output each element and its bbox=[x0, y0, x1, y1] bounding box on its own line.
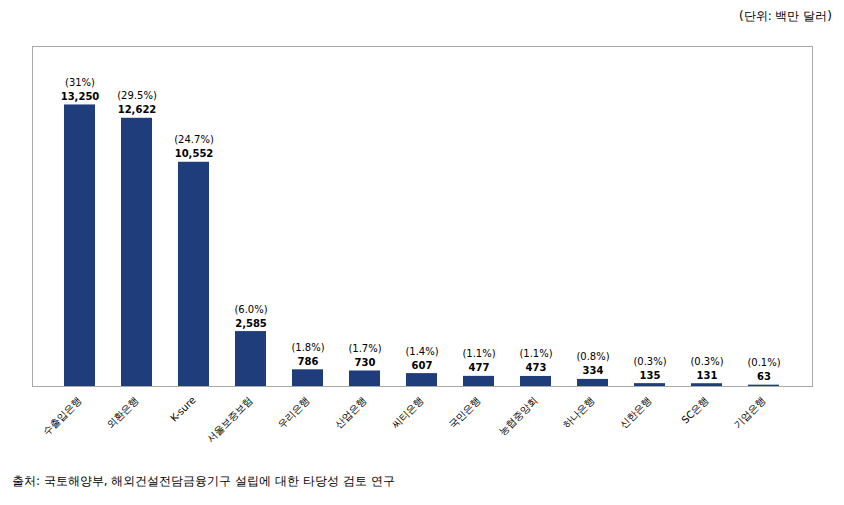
svg-text:SC은행: SC은행 bbox=[679, 394, 710, 425]
svg-text:(1.1%): (1.1%) bbox=[462, 348, 495, 359]
html-text:출처: 국토해양부, 해외건설전담금융기구 설립에 대한 타: 출처: 국토해양부, 해외건설전담금융기구 설립에 대한 타당성 검토 연구 bbox=[12, 474, 395, 488]
svg-text:우리은행: 우리은행 bbox=[276, 394, 312, 430]
svg-text:(1.7%): (1.7%) bbox=[348, 343, 381, 354]
svg-text:473: 473 bbox=[526, 362, 547, 373]
svg-text:(31%): (31%) bbox=[65, 77, 95, 88]
svg-text:(1.8%): (1.8%) bbox=[291, 342, 324, 353]
svg-text:(1.1%): (1.1%) bbox=[519, 348, 552, 359]
svg-text:외환은행: 외환은행 bbox=[105, 394, 141, 430]
svg-text:607: 607 bbox=[412, 360, 433, 371]
svg-text:477: 477 bbox=[469, 362, 490, 373]
svg-text:(0.3%): (0.3%) bbox=[633, 356, 666, 367]
svg-text:131: 131 bbox=[697, 370, 718, 381]
svg-text:신한은행: 신한은행 bbox=[618, 394, 654, 430]
svg-text:786: 786 bbox=[298, 356, 319, 367]
svg-text:농협중앙회: 농협중앙회 bbox=[497, 394, 540, 437]
svg-text:10,552: 10,552 bbox=[175, 148, 214, 159]
html-text:(단위: 백만 달러): (단위: 백만 달러) bbox=[739, 9, 832, 23]
svg-text:(0.8%): (0.8%) bbox=[576, 351, 609, 362]
svg-text:기업은행: 기업은행 bbox=[732, 394, 768, 430]
svg-text:(6.0%): (6.0%) bbox=[234, 304, 267, 315]
svg-text:(1.4%): (1.4%) bbox=[405, 346, 438, 357]
svg-text:334: 334 bbox=[583, 365, 604, 376]
svg-text:(29.5%): (29.5%) bbox=[117, 90, 157, 101]
svg-text:산업은행: 산업은행 bbox=[333, 394, 369, 430]
svg-text:서울보증보험: 서울보증보험 bbox=[204, 394, 254, 444]
svg-text:씨티은행: 씨티은행 bbox=[390, 394, 426, 430]
svg-text:135: 135 bbox=[640, 370, 661, 381]
svg-text:730: 730 bbox=[355, 357, 376, 368]
svg-text:(0.1%): (0.1%) bbox=[747, 357, 780, 368]
svg-text:수출입은행: 수출입은행 bbox=[41, 394, 84, 437]
svg-text:2,585: 2,585 bbox=[235, 318, 267, 329]
svg-text:12,622: 12,622 bbox=[118, 104, 157, 115]
svg-text:63: 63 bbox=[757, 371, 771, 382]
svg-text:13,250: 13,250 bbox=[61, 91, 100, 102]
svg-text:(24.7%): (24.7%) bbox=[174, 134, 214, 145]
svg-text:국민은행: 국민은행 bbox=[447, 394, 483, 430]
svg-text:하나은행: 하나은행 bbox=[561, 394, 597, 430]
svg-text:K-sure: K-sure bbox=[168, 394, 197, 423]
svg-text:(0.3%): (0.3%) bbox=[690, 356, 723, 367]
